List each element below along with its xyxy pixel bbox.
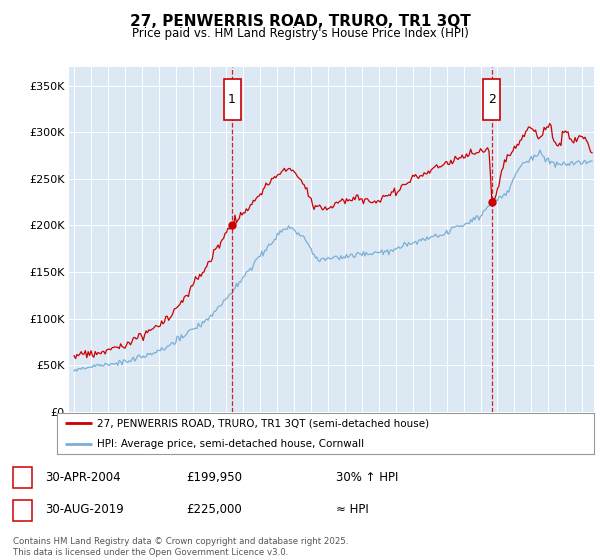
Text: 2: 2 bbox=[19, 505, 26, 515]
Text: 27, PENWERRIS ROAD, TRURO, TR1 3QT: 27, PENWERRIS ROAD, TRURO, TR1 3QT bbox=[130, 14, 470, 29]
Text: £225,000: £225,000 bbox=[186, 503, 242, 516]
Text: 2: 2 bbox=[488, 94, 496, 106]
Text: £199,950: £199,950 bbox=[186, 470, 242, 484]
FancyBboxPatch shape bbox=[484, 80, 500, 120]
Text: Price paid vs. HM Land Registry's House Price Index (HPI): Price paid vs. HM Land Registry's House … bbox=[131, 27, 469, 40]
Text: Contains HM Land Registry data © Crown copyright and database right 2025.
This d: Contains HM Land Registry data © Crown c… bbox=[13, 537, 349, 557]
Text: 30% ↑ HPI: 30% ↑ HPI bbox=[336, 470, 398, 484]
Text: 30-APR-2004: 30-APR-2004 bbox=[45, 470, 121, 484]
FancyBboxPatch shape bbox=[224, 80, 241, 120]
Text: 1: 1 bbox=[228, 94, 236, 106]
Text: 1: 1 bbox=[19, 472, 26, 482]
Text: HPI: Average price, semi-detached house, Cornwall: HPI: Average price, semi-detached house,… bbox=[97, 438, 364, 449]
Text: 27, PENWERRIS ROAD, TRURO, TR1 3QT (semi-detached house): 27, PENWERRIS ROAD, TRURO, TR1 3QT (semi… bbox=[97, 418, 430, 428]
Text: 30-AUG-2019: 30-AUG-2019 bbox=[45, 503, 124, 516]
Text: ≈ HPI: ≈ HPI bbox=[336, 503, 369, 516]
